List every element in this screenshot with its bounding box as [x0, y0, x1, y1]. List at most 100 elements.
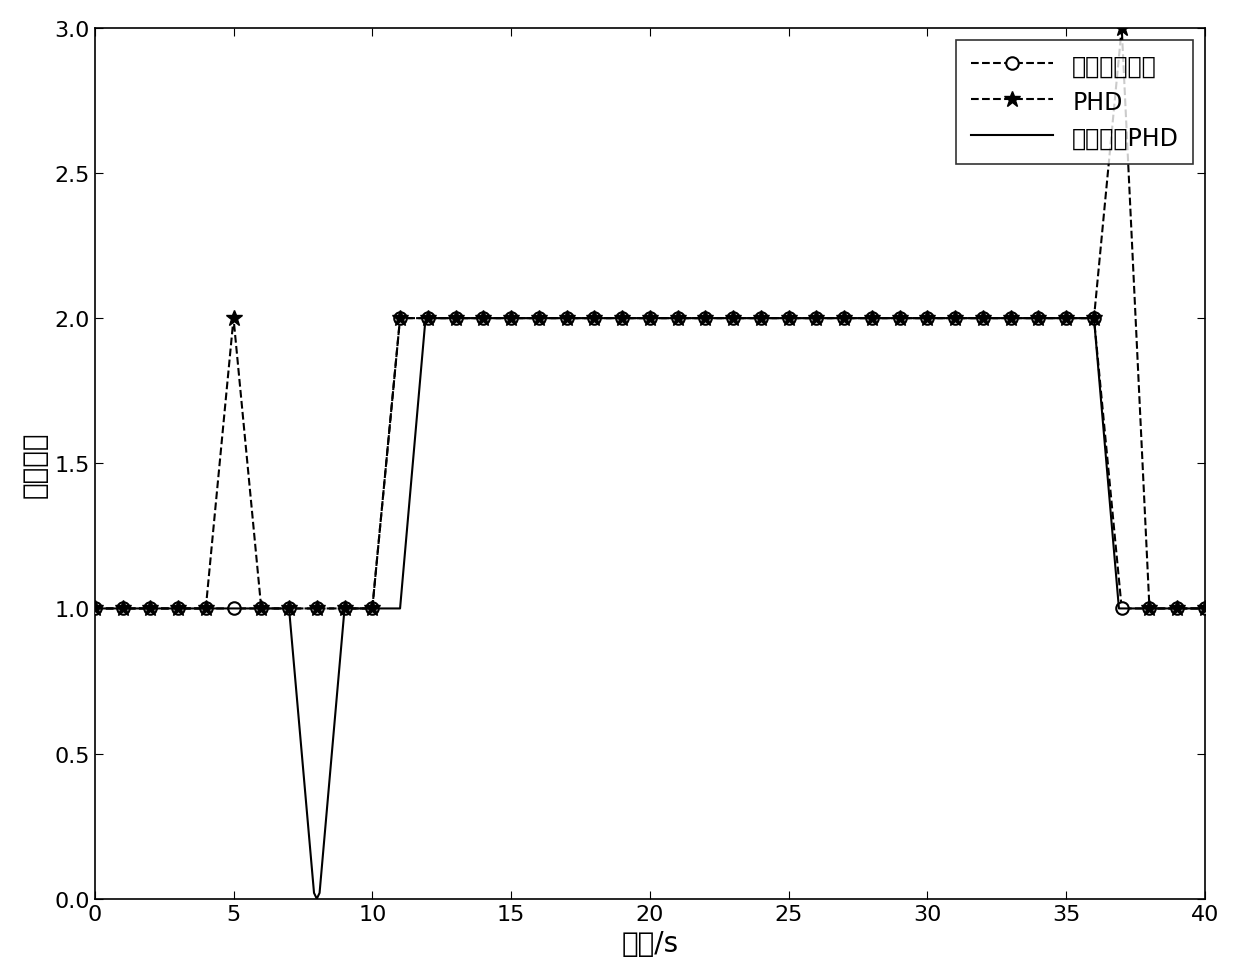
- PHD: [893, 313, 908, 325]
- PHD: [115, 603, 130, 615]
- PHD: [698, 313, 713, 325]
- 关联后的PHD: [532, 313, 547, 325]
- 关联后的PHD: [698, 313, 713, 325]
- 真实目标数目: [1169, 603, 1184, 615]
- PHD: [587, 313, 601, 325]
- 关联后的PHD: [1117, 603, 1132, 615]
- PHD: [254, 603, 269, 615]
- 关联后的PHD: [309, 893, 324, 905]
- 真实目标数目: [365, 603, 379, 615]
- PHD: [87, 603, 102, 615]
- 关联后的PHD: [254, 603, 269, 615]
- 真实目标数目: [781, 313, 796, 325]
- 关联后的PHD: [1115, 603, 1130, 615]
- 真实目标数目: [893, 313, 908, 325]
- 关联后的PHD: [1111, 603, 1126, 615]
- 真实目标数目: [670, 313, 684, 325]
- Legend: 真实目标数目, PHD, 关联后的PHD: 真实目标数目, PHD, 关联后的PHD: [956, 41, 1193, 164]
- 真实目标数目: [420, 313, 435, 325]
- 真实目标数目: [976, 313, 991, 325]
- 关联后的PHD: [1198, 603, 1213, 615]
- PHD: [532, 313, 547, 325]
- PHD: [837, 313, 852, 325]
- 真实目标数目: [337, 603, 352, 615]
- 关联后的PHD: [808, 313, 823, 325]
- Line: 真实目标数目: 真实目标数目: [88, 313, 1211, 615]
- 关联后的PHD: [226, 603, 241, 615]
- 关联后的PHD: [837, 313, 852, 325]
- 关联后的PHD: [476, 313, 491, 325]
- 真实目标数目: [115, 603, 130, 615]
- 真实目标数目: [1059, 313, 1074, 325]
- PHD: [143, 603, 157, 615]
- PHD: [920, 313, 935, 325]
- PHD: [808, 313, 823, 325]
- 关联后的PHD: [754, 313, 769, 325]
- 关联后的PHD: [864, 313, 879, 325]
- PHD: [1115, 22, 1130, 34]
- 关联后的PHD: [920, 313, 935, 325]
- 关联后的PHD: [1142, 603, 1157, 615]
- 真实目标数目: [281, 603, 296, 615]
- 真实目标数目: [920, 313, 935, 325]
- PHD: [559, 313, 574, 325]
- 关联后的PHD: [1169, 603, 1184, 615]
- 真实目标数目: [754, 313, 769, 325]
- 真实目标数目: [393, 313, 408, 325]
- Line: 关联后的PHD: 关联后的PHD: [94, 319, 1205, 899]
- Y-axis label: 目标数目: 目标数目: [21, 430, 48, 497]
- PHD: [615, 313, 630, 325]
- PHD: [754, 313, 769, 325]
- 关联后的PHD: [337, 603, 352, 615]
- PHD: [198, 603, 213, 615]
- 真实目标数目: [725, 313, 740, 325]
- 关联后的PHD: [1030, 313, 1045, 325]
- 真实目标数目: [448, 313, 463, 325]
- 关联后的PHD: [976, 313, 991, 325]
- 真实目标数目: [1142, 603, 1157, 615]
- 真实目标数目: [615, 313, 630, 325]
- 真实目标数目: [1198, 603, 1213, 615]
- PHD: [670, 313, 684, 325]
- PHD: [947, 313, 962, 325]
- PHD: [281, 603, 296, 615]
- PHD: [503, 313, 518, 325]
- 关联后的PHD: [312, 887, 327, 899]
- 真实目标数目: [587, 313, 601, 325]
- 关联后的PHD: [615, 313, 630, 325]
- 关联后的PHD: [393, 603, 408, 615]
- 关联后的PHD: [115, 603, 130, 615]
- PHD: [1030, 313, 1045, 325]
- 真实目标数目: [947, 313, 962, 325]
- 真实目标数目: [143, 603, 157, 615]
- PHD: [420, 313, 435, 325]
- 真实目标数目: [837, 313, 852, 325]
- 关联后的PHD: [1059, 313, 1074, 325]
- 关联后的PHD: [559, 313, 574, 325]
- 真实目标数目: [1086, 313, 1101, 325]
- PHD: [393, 313, 408, 325]
- 真实目标数目: [309, 603, 324, 615]
- PHD: [337, 603, 352, 615]
- 真实目标数目: [476, 313, 491, 325]
- 关联后的PHD: [725, 313, 740, 325]
- PHD: [476, 313, 491, 325]
- Line: PHD: PHD: [87, 21, 1213, 617]
- 关联后的PHD: [448, 313, 463, 325]
- X-axis label: 时间/s: 时间/s: [621, 929, 678, 957]
- 关联后的PHD: [171, 603, 186, 615]
- 关联后的PHD: [143, 603, 157, 615]
- PHD: [1142, 603, 1157, 615]
- PHD: [171, 603, 186, 615]
- 真实目标数目: [226, 603, 241, 615]
- PHD: [309, 603, 324, 615]
- 关联后的PHD: [947, 313, 962, 325]
- 真实目标数目: [87, 603, 102, 615]
- PHD: [448, 313, 463, 325]
- 关联后的PHD: [503, 313, 518, 325]
- 真实目标数目: [698, 313, 713, 325]
- 真实目标数目: [198, 603, 213, 615]
- 关联后的PHD: [670, 313, 684, 325]
- PHD: [864, 313, 879, 325]
- 关联后的PHD: [418, 319, 433, 331]
